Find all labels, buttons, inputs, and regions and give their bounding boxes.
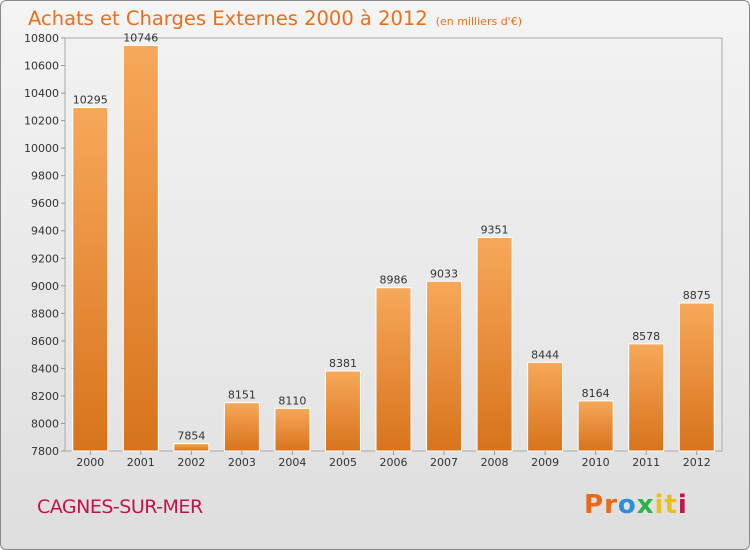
logo-letter: x xyxy=(636,490,655,520)
data-label-2006: 8986 xyxy=(380,274,408,287)
x-tick-label-2009: 2009 xyxy=(531,456,559,469)
x-tick-label-2007: 2007 xyxy=(430,456,458,469)
data-label-2005: 8381 xyxy=(329,357,357,370)
chart-title-text: Achats et Charges Externes 2000 à 2012 xyxy=(28,7,428,30)
logo-letter: t xyxy=(664,490,678,520)
data-label-2002: 7854 xyxy=(177,430,205,443)
bar-2010 xyxy=(577,400,614,452)
x-tick-label-2006: 2006 xyxy=(380,456,408,469)
logo-letter: r xyxy=(604,490,618,520)
y-tick-label: 9600 xyxy=(31,197,59,210)
logo-letter: i xyxy=(654,490,665,520)
logo-letter: o xyxy=(617,490,637,520)
x-tick-label-2008: 2008 xyxy=(481,456,509,469)
x-tick-label-2003: 2003 xyxy=(228,456,256,469)
x-axis: 2000 2001 2002 2003 2004 2005 2006 2007 2008 2009… xyxy=(76,451,711,469)
data-label-2010: 8164 xyxy=(582,387,610,400)
logo-letter: i xyxy=(677,490,688,520)
data-label-2000: 10295 xyxy=(73,94,108,107)
logo-letter: P xyxy=(584,490,605,520)
y-tick-label: 10800 xyxy=(24,32,59,45)
data-label-2004: 8110 xyxy=(278,394,306,407)
data-label-2003: 8151 xyxy=(228,389,256,402)
data-label-2001: 10746 xyxy=(123,31,158,44)
x-tick-label-2001: 2001 xyxy=(127,456,155,469)
y-tick-label: 10000 xyxy=(24,142,59,155)
bar-2008 xyxy=(476,236,513,452)
y-tick-label: 8800 xyxy=(31,307,59,320)
data-label-2007: 9033 xyxy=(430,267,458,280)
data-label-2011: 8578 xyxy=(632,330,660,343)
bar-2002 xyxy=(173,443,210,452)
bar-2004 xyxy=(274,407,311,452)
x-tick-label-2011: 2011 xyxy=(632,456,660,469)
y-tick-label: 9200 xyxy=(31,252,59,265)
x-tick-label-2000: 2000 xyxy=(76,456,104,469)
chart-title: Achats et Charges Externes 2000 à 2012 (e… xyxy=(28,7,522,30)
y-tick-label: 10200 xyxy=(24,115,59,128)
data-label-2012: 8875 xyxy=(683,289,711,302)
y-tick-label: 8600 xyxy=(31,335,59,348)
x-tick-label-2004: 2004 xyxy=(278,456,306,469)
city-name: CAGNES-SUR-MER xyxy=(37,496,203,518)
bar-2009 xyxy=(527,361,564,452)
y-tick-label: 9800 xyxy=(31,170,59,183)
x-tick-label-2002: 2002 xyxy=(177,456,205,469)
bar-2011 xyxy=(628,343,665,452)
y-tick-label: 7800 xyxy=(31,445,59,458)
y-tick-label: 9400 xyxy=(31,225,59,238)
data-label-2009: 8444 xyxy=(531,348,559,361)
bar-2000 xyxy=(72,107,109,452)
y-tick-label: 9000 xyxy=(31,280,59,293)
x-tick-label-2005: 2005 xyxy=(329,456,357,469)
bar-2007 xyxy=(426,280,463,452)
x-tick-label-2010: 2010 xyxy=(582,456,610,469)
x-tick-label-2012: 2012 xyxy=(683,456,711,469)
bars-group: 10295 10746 7854 8151 8110 8381 8986 9033 9351 84… xyxy=(72,31,715,452)
proxiti-logo: Proxiti xyxy=(584,490,688,520)
y-axis: 7800 8000 8200 8400 8600 8800 9000 9200 9400 9600… xyxy=(24,32,65,458)
bar-2003 xyxy=(223,402,260,452)
chart-unit: (en milliers d'€) xyxy=(435,15,522,28)
y-tick-label: 8200 xyxy=(31,390,59,403)
bar-2001 xyxy=(122,44,159,452)
bar-2006 xyxy=(375,287,412,452)
y-tick-label: 10400 xyxy=(24,87,59,100)
data-label-2008: 9351 xyxy=(481,223,509,236)
bar-2005 xyxy=(324,370,361,452)
y-tick-label: 8000 xyxy=(31,417,59,430)
y-tick-label: 10600 xyxy=(24,60,59,73)
bar-2012 xyxy=(678,302,715,452)
y-tick-label: 8400 xyxy=(31,362,59,375)
